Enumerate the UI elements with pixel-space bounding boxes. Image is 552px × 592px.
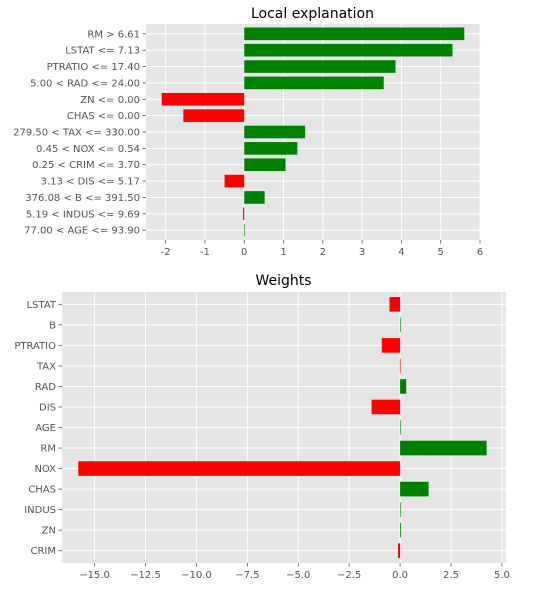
weights-bar xyxy=(399,358,401,374)
local-explanation-y-tick-label: 279.50 < TAX <= 330.00 xyxy=(13,128,140,139)
weights-y-tick-label: RM xyxy=(40,444,56,455)
local-explanation-bar xyxy=(161,92,245,106)
local-explanation-x-tick-label: -2 xyxy=(161,247,171,258)
local-explanation-x-tick-label: -1 xyxy=(200,247,210,258)
weights-y-tick-label: RAD xyxy=(35,382,56,393)
weights-x-tick-label: 0.0 xyxy=(392,570,408,581)
weights-bar xyxy=(400,420,401,435)
weights-y-tick-label: NOX xyxy=(34,464,56,475)
local-explanation-bar xyxy=(244,158,286,172)
local-explanation-bar xyxy=(244,223,245,237)
local-explanation-x-tick-label: 6 xyxy=(477,247,483,258)
weights-bar xyxy=(398,543,401,558)
local-explanation-bar xyxy=(243,207,245,221)
local-explanation-y-tick-label: PTRATIO <= 17.40 xyxy=(47,62,140,73)
local-explanation-chart: Local explanation RM > 6.61 LSTAT <= 7.13… xyxy=(13,6,483,258)
weights-x-tick-label: 2.5 xyxy=(443,570,459,581)
local-explanation-bar xyxy=(183,109,245,122)
weights-y-tick-label: ZN xyxy=(42,526,56,537)
local-explanation-y-tick-label: ZN <= 0.00 xyxy=(80,95,140,106)
local-explanation-bar xyxy=(224,174,245,188)
local-explanation-y-tick-label: 5.00 < RAD <= 24.00 xyxy=(30,78,140,89)
weights-y-tick-label: TAX xyxy=(36,361,56,372)
weights-bar xyxy=(400,502,401,517)
weights-y-tick-label: INDUS xyxy=(24,505,56,516)
local-explanation-y-tick-label: LSTAT <= 7.13 xyxy=(65,46,140,57)
local-explanation-y-tick-label: 0.45 < NOX <= 0.54 xyxy=(36,144,140,155)
local-explanation-bar xyxy=(244,125,306,139)
local-explanation-y-tick-label: CHAS <= 0.00 xyxy=(67,111,140,122)
local-explanation-y-tick-label: RM > 6.61 xyxy=(87,29,140,40)
weights-bar xyxy=(400,317,401,333)
local-explanation-x-tick-label: 3 xyxy=(359,247,365,258)
weights-x-tick-label: −15.0 xyxy=(79,570,110,581)
weights-y-tick-label: PTRATIO xyxy=(14,341,56,352)
weights-y-tick-label: DIS xyxy=(39,402,56,413)
weights-x-tick-label: −5.0 xyxy=(286,570,310,581)
local-explanation-x-tick-label: 2 xyxy=(320,247,326,258)
local-explanation-y-tick-label: 3.13 < DIS <= 5.17 xyxy=(41,177,140,188)
weights-y-tick-label: B xyxy=(49,320,56,331)
weights-bar xyxy=(400,440,487,456)
local-explanation-bar xyxy=(244,142,298,155)
local-explanation-bar xyxy=(244,43,453,57)
local-explanation-bar xyxy=(244,27,465,41)
local-explanation-x-tick-label: 5 xyxy=(438,247,444,258)
weights-bar xyxy=(78,461,401,476)
local-explanation-title: Local explanation xyxy=(251,6,374,22)
weights-x-tick-label: 5.0 xyxy=(494,570,510,581)
weights-x-tick-label: −2.5 xyxy=(337,570,361,581)
local-explanation-bar xyxy=(244,191,265,204)
weights-x-tick-label: −10.0 xyxy=(181,570,212,581)
weights-x-tick-label: −12.5 xyxy=(130,570,161,581)
local-explanation-x-tick-label: 0 xyxy=(241,247,247,258)
weights-bar xyxy=(389,297,401,312)
local-explanation-bar xyxy=(244,60,396,73)
weights-x-tick-label: −7.5 xyxy=(235,570,259,581)
weights-bar xyxy=(400,481,429,497)
weights-y-tick-label: AGE xyxy=(35,423,56,434)
weights-bar xyxy=(400,522,401,538)
local-explanation-x-tick-label: 4 xyxy=(398,247,404,258)
local-explanation-y-tick-label: 0.25 < CRIM <= 3.70 xyxy=(32,160,140,171)
weights-y-tick-label: CHAS xyxy=(28,485,56,496)
local-explanation-y-tick-label: 77.00 < AGE <= 93.90 xyxy=(24,226,140,237)
weights-y-tick-label: CRIM xyxy=(30,546,56,557)
weights-title: Weights xyxy=(255,273,311,289)
weights-bar xyxy=(381,338,401,353)
weights-bar xyxy=(371,399,401,415)
weights-chart: Weights LSTAT B PTRATIO TAX RAD DIS AGE RM NOX CH… xyxy=(14,273,510,581)
local-explanation-y-tick-label: 5.19 < INDUS <= 9.69 xyxy=(26,209,140,220)
local-explanation-x-tick-label: 1 xyxy=(280,247,286,258)
local-explanation-bar xyxy=(244,76,384,90)
local-explanation-y-tick-label: 376.08 < B <= 391.50 xyxy=(25,193,140,204)
weights-bar xyxy=(400,379,407,394)
weights-y-tick-label: LSTAT xyxy=(27,300,57,311)
